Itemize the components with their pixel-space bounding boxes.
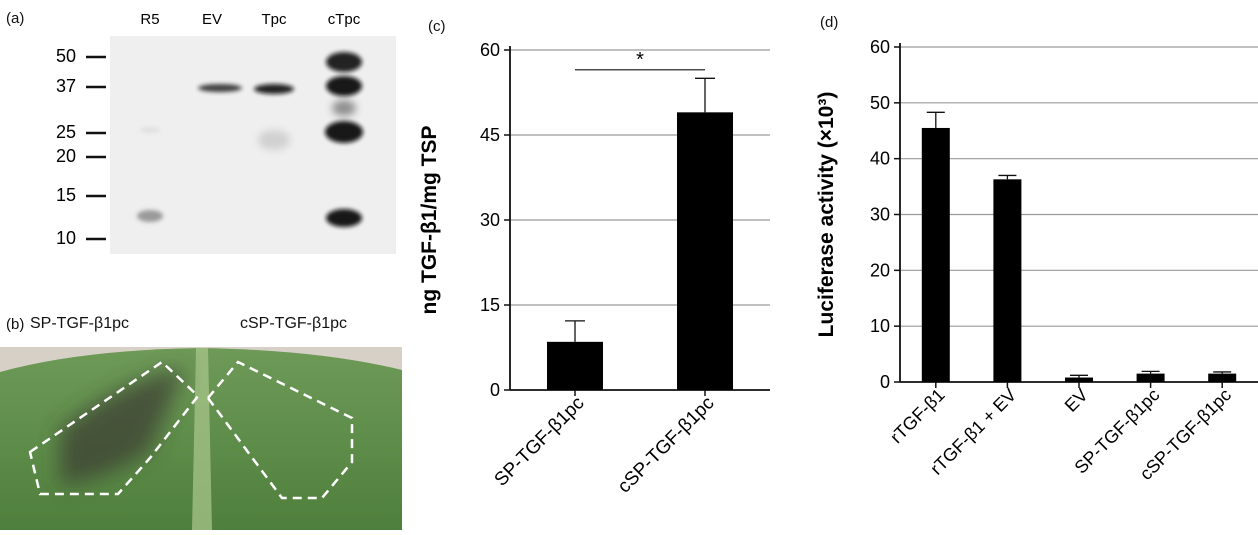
marker-label-37: 37	[56, 76, 76, 96]
marker-label-15: 15	[56, 185, 76, 205]
x-tick-label: EV	[1061, 385, 1092, 416]
marker-label-20: 20	[56, 146, 76, 166]
band-tpc-smear	[258, 130, 290, 150]
lane-label-tpc: Tpc	[261, 11, 287, 28]
lane-label-ctpc: cTpc	[328, 11, 361, 28]
chart-c-panel: (c) 0 15 30 45 60 SP-TGF-β1pc cSP-TGF-β1pc ng T…	[410, 0, 810, 530]
band-r5-low	[137, 210, 163, 222]
y-tick-label: 60	[870, 37, 890, 57]
chart-c: 0 15 30 45 60 SP-TGF-β1pc cSP-TGF-β1pc ng TGF-β…	[418, 40, 770, 498]
marker-label-50: 50	[56, 46, 76, 66]
western-blot-figure: R5 EV Tpc cTpc 50 37 25 20 15 10	[56, 11, 396, 254]
y-tick-label: 30	[870, 205, 890, 225]
y-tick-label: 30	[480, 210, 500, 230]
panel-b-label: (b)	[6, 316, 25, 333]
x-tick-label: cSP-TGF-β1pc	[614, 393, 719, 498]
significance-marker: *	[636, 49, 644, 71]
band-ctpc-low	[326, 209, 362, 227]
x-tick-label: SP-TGF-β1pc	[491, 393, 589, 491]
bar	[1136, 373, 1165, 382]
marker-label-10: 10	[56, 228, 76, 248]
y-tick-label: 15	[480, 295, 500, 315]
band-r5-faint	[140, 127, 160, 133]
panel-d-label: (d)	[820, 14, 839, 31]
leaf-left-label: SP-TGF-β1pc	[30, 315, 129, 332]
bar	[921, 127, 950, 382]
lane-label-r5: R5	[140, 11, 159, 28]
panel-c-label: (c)	[428, 18, 446, 35]
bar	[547, 341, 603, 390]
infiltration-zone-left	[28, 360, 200, 496]
lane-label-ev: EV	[202, 11, 222, 28]
band-ev-37	[198, 84, 242, 92]
leaf-photo-panel: (b) SP-TGF-β1pc cSP-TGF-β1pc	[0, 310, 402, 530]
necrotic-region	[60, 368, 185, 485]
band-ctpc-50	[326, 52, 362, 72]
band-ctpc-37	[326, 76, 362, 96]
bar	[993, 179, 1022, 382]
panel-a-label: (a)	[6, 10, 25, 27]
bar	[677, 112, 733, 390]
y-tick-label: 40	[870, 149, 890, 169]
band-ctpc-smear	[332, 100, 356, 116]
bar	[1065, 377, 1093, 382]
chart-d-panel: (d) 0 10 20 30 40 50 60 rTGF-β1 rTGF-β1 + EV EV SP…	[808, 0, 1258, 530]
x-tick-label: rTGF-β1	[886, 385, 948, 447]
y-axis-label: ng TGF-β1/mg TSP	[418, 126, 441, 315]
leaf-midrib	[192, 348, 212, 530]
y-tick-label: 60	[480, 40, 500, 60]
bar	[1208, 373, 1237, 382]
leaf-photo	[0, 347, 402, 530]
y-axis-label: Luciferase activity (×10³)	[815, 92, 838, 338]
y-tick-label: 0	[490, 380, 500, 400]
y-tick-label: 20	[870, 260, 890, 280]
western-blot-panel: (a) R5 EV Tpc cTpc 50 37 25 20 15 10	[0, 0, 400, 260]
marker-label-25: 25	[56, 122, 76, 142]
y-tick-label: 45	[480, 125, 500, 145]
y-tick-label: 0	[880, 372, 890, 392]
infiltration-zone-right	[206, 360, 354, 500]
band-ctpc-25	[325, 121, 363, 143]
band-tpc-37	[254, 84, 294, 94]
y-tick-label: 10	[870, 316, 890, 336]
leaf-right-label: cSP-TGF-β1pc	[240, 315, 347, 332]
y-tick-label: 50	[870, 93, 890, 113]
